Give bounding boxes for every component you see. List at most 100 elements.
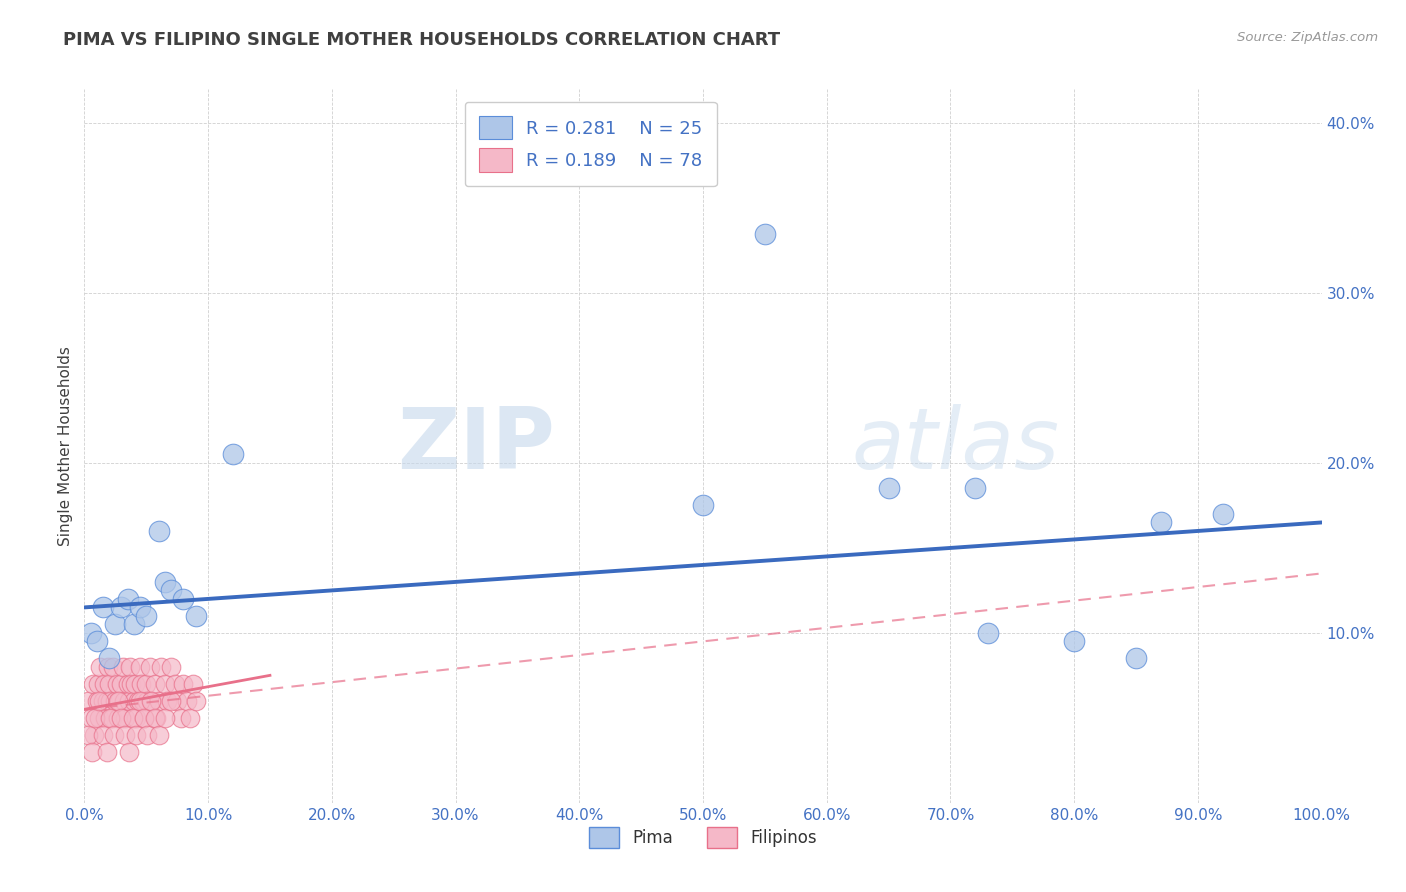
Point (82, 677, 104, 691)
Point (125, 711, 148, 725)
Point (77, 694, 100, 708)
Point (148, 524, 170, 538)
Point (112, 694, 135, 708)
Point (965, 482, 987, 496)
Point (89, 660, 111, 674)
Point (94, 711, 117, 725)
Point (145, 711, 167, 725)
Point (150, 660, 173, 674)
Text: atlas: atlas (852, 404, 1060, 488)
Point (97, 660, 120, 674)
Point (184, 694, 207, 708)
Y-axis label: Single Mother Households: Single Mother Households (58, 346, 73, 546)
Point (141, 694, 163, 708)
Point (91, 728, 114, 742)
Point (141, 694, 163, 708)
Point (110, 600, 132, 615)
Point (1150, 516, 1173, 530)
Point (89, 711, 111, 725)
Point (96, 694, 118, 708)
Point (877, 482, 900, 496)
Point (163, 677, 186, 691)
Point (98, 677, 121, 691)
Point (125, 728, 148, 742)
Point (98, 651, 121, 665)
Point (1063, 634, 1085, 648)
Point (136, 728, 159, 742)
Point (129, 600, 152, 615)
Text: PIMA VS FILIPINO SINGLE MOTHER HOUSEHOLDS CORRELATION CHART: PIMA VS FILIPINO SINGLE MOTHER HOUSEHOLD… (63, 31, 780, 49)
Point (103, 728, 125, 742)
Point (96, 745, 118, 759)
Point (184, 608, 207, 623)
Point (111, 660, 134, 674)
Point (172, 591, 194, 606)
Point (129, 677, 152, 691)
Point (118, 694, 141, 708)
Point (172, 677, 194, 691)
Text: ZIP: ZIP (396, 404, 554, 488)
Point (89, 694, 111, 708)
Point (160, 660, 183, 674)
Point (117, 677, 139, 691)
Point (104, 617, 127, 632)
Point (160, 694, 183, 708)
Point (86, 694, 108, 708)
Point (110, 677, 132, 691)
Point (143, 711, 166, 725)
Point (122, 694, 145, 708)
Point (181, 677, 204, 691)
Point (156, 694, 179, 708)
Point (110, 711, 132, 725)
Point (127, 694, 149, 708)
Point (118, 745, 141, 759)
Point (100, 711, 122, 725)
Point (98, 711, 121, 725)
Point (120, 677, 142, 691)
Point (1125, 651, 1147, 665)
Point (117, 591, 139, 606)
Point (86, 634, 108, 648)
Point (104, 694, 127, 708)
Point (222, 448, 245, 462)
Point (153, 677, 176, 691)
Point (166, 694, 188, 708)
Point (80, 745, 103, 759)
Point (1212, 507, 1234, 521)
Point (143, 677, 166, 691)
Point (148, 694, 170, 708)
Point (108, 694, 131, 708)
Point (124, 677, 146, 691)
Point (98, 694, 121, 708)
Legend: Pima, Filipinos: Pima, Filipinos (582, 821, 824, 855)
Point (120, 660, 142, 674)
Point (114, 711, 136, 725)
Point (107, 694, 129, 708)
Point (114, 728, 136, 742)
Point (132, 711, 155, 725)
Point (105, 677, 128, 691)
Point (176, 694, 198, 708)
Point (153, 711, 176, 725)
Point (179, 711, 201, 725)
Point (139, 660, 162, 674)
Point (87, 677, 110, 691)
Point (91, 600, 114, 615)
Point (107, 711, 129, 725)
Point (93, 677, 115, 691)
Point (135, 608, 157, 623)
Point (148, 728, 170, 742)
Point (692, 499, 714, 513)
Point (976, 626, 998, 640)
Point (135, 677, 157, 691)
Point (84, 711, 107, 725)
Point (132, 711, 155, 725)
Point (79, 711, 101, 725)
Point (91, 694, 114, 708)
Point (129, 694, 152, 708)
Point (79, 626, 101, 640)
Point (83, 728, 105, 742)
Point (754, 227, 776, 241)
Point (153, 574, 176, 589)
Point (160, 583, 183, 598)
